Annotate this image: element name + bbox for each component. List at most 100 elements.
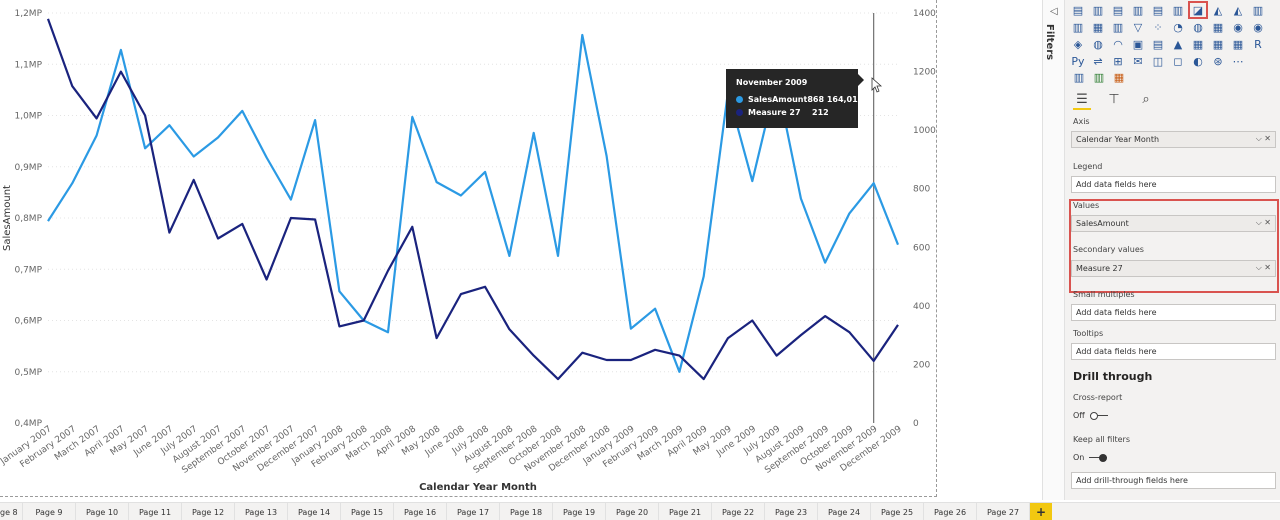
series-line-measure-27[interactable]	[46, 18, 899, 381]
power-apps-icon[interactable]: ◐	[1193, 54, 1203, 68]
legend-label: Legend	[1073, 162, 1103, 171]
stacked-column-icon[interactable]: ▥	[1092, 3, 1104, 17]
line-chart[interactable]: 0,4МР 0,5МР 0,6МР 0,7МР 0,8МР 0,9МР 1,0МР 1,1МР…	[0, 0, 940, 498]
map-icon[interactable]: ◉	[1233, 20, 1243, 34]
waterfall-icon[interactable]: ▥	[1112, 20, 1124, 34]
stacked-bar-icon[interactable]: ▤	[1072, 3, 1084, 17]
fields-tab-icon[interactable]: ☰	[1073, 92, 1091, 110]
keep-filters-toggle[interactable]: On	[1073, 453, 1108, 462]
power-automate-icon[interactable]: ⊛	[1213, 54, 1223, 68]
azure-map-icon[interactable]: ◍	[1093, 37, 1103, 51]
page-tab[interactable]: Page 24	[818, 503, 871, 520]
page-tab[interactable]: Page 25	[871, 503, 924, 520]
page-tab[interactable]: Page 16	[394, 503, 447, 520]
100-bar-icon[interactable]: ▤	[1152, 3, 1164, 17]
axis-well[interactable]: Calendar Year Month ⌵ ✕	[1071, 131, 1276, 148]
key-influencers-icon[interactable]: ⇌	[1093, 54, 1103, 68]
custom-visual-icon[interactable]: ▥	[1093, 70, 1105, 84]
secondary-values-well[interactable]: Measure 27 ⌵ ✕	[1071, 260, 1276, 277]
tooltip-row-name: SalesAmount	[748, 95, 808, 104]
small-multiples-well[interactable]: Add data fields here	[1071, 304, 1276, 321]
page-tab[interactable]: Page 22	[712, 503, 765, 520]
cross-report-label: Cross-report	[1073, 393, 1123, 402]
small-multiples-placeholder: Add data fields here	[1076, 308, 1157, 317]
100-column-icon[interactable]: ▥	[1172, 3, 1184, 17]
card-icon[interactable]: ▣	[1132, 37, 1144, 51]
line-column-icon[interactable]: ▥	[1252, 3, 1264, 17]
y2-tick-label: 200	[913, 360, 930, 370]
toggle-switch-icon[interactable]	[1089, 411, 1108, 420]
page-tab[interactable]: Page 11	[129, 503, 182, 520]
clustered-column-icon[interactable]: ▥	[1132, 3, 1144, 17]
y-tick-label: 0,5МР	[14, 368, 42, 378]
page-tab[interactable]: Page 9	[23, 503, 76, 520]
decomposition-tree-icon[interactable]: ⊞	[1113, 54, 1123, 68]
matrix-icon[interactable]: ▦	[1232, 37, 1244, 51]
y2-tick-label: 1200	[913, 68, 936, 78]
visual-type-gallery: ▤ ▥ ▤ ▥ ▤ ▥ ◪ ◭ ◭ ▥ ▥ ▦ ▥ ▽ ⁘ ◔ ◍ ▦ ◉ ◉ ◈ ◍ ◠ ▣ ▤ ▲ ▦ ▦ ▦ R Py ⇌ ⊞ ✉ ◫ ◻ ◐ ⊛ ⋯	[1070, 1, 1276, 70]
page-tab[interactable]: Page 26	[924, 503, 977, 520]
shape-map-icon[interactable]: ◈	[1073, 37, 1083, 51]
format-paint-roller-icon[interactable]: ⊤	[1108, 92, 1120, 107]
stacked-area-icon[interactable]: ◭	[1233, 3, 1243, 17]
ribbon-icon[interactable]: ▦	[1092, 20, 1104, 34]
chevron-down-close-icon[interactable]: ⌵ ✕	[1255, 134, 1271, 143]
clustered-bar-icon[interactable]: ▤	[1112, 3, 1124, 17]
page-tab[interactable]: Page 10	[76, 503, 129, 520]
x-axis-title: Calendar Year Month	[419, 482, 537, 493]
page-tab[interactable]: Page 19	[553, 503, 606, 520]
page-tab[interactable]: ge 8	[0, 503, 23, 520]
gauge-icon[interactable]: ◠	[1113, 37, 1123, 51]
add-page-button[interactable]: +	[1030, 503, 1052, 520]
multi-row-card-icon[interactable]: ▤	[1152, 37, 1164, 51]
y-tick-label: 0,4МР	[14, 419, 42, 429]
tooltip-row-salesamount: SalesAmount 868 164,01 ₽	[736, 93, 866, 106]
r-script-icon[interactable]: R	[1254, 37, 1262, 51]
y-tick-label: 1,0МР	[14, 112, 42, 122]
more-icon[interactable]: ⋯	[1232, 54, 1244, 68]
legend-well[interactable]: Add data fields here	[1071, 176, 1276, 193]
slicer-icon[interactable]: ▦	[1192, 37, 1204, 51]
qa-icon[interactable]: ✉	[1133, 54, 1143, 68]
chevron-down-close-icon[interactable]: ⌵ ✕	[1255, 218, 1271, 227]
page-tab[interactable]: Page 12	[182, 503, 235, 520]
smart-narrative-icon[interactable]: ◫	[1152, 54, 1164, 68]
tooltips-well[interactable]: Add data fields here	[1071, 343, 1276, 360]
drill-through-well[interactable]: Add drill-through fields here	[1071, 472, 1276, 489]
tooltip-row-value: 868 164,01 ₽	[807, 95, 867, 104]
table-icon[interactable]: ▦	[1212, 37, 1224, 51]
series-line-salesamount[interactable]	[47, 33, 900, 373]
page-tab[interactable]: Page 27	[977, 503, 1030, 520]
area-icon[interactable]: ◭	[1213, 3, 1223, 17]
page-tab[interactable]: Page 21	[659, 503, 712, 520]
filters-label[interactable]: Filters	[1044, 24, 1055, 61]
line-chart-icon[interactable]: ◪	[1188, 1, 1208, 19]
filled-map-icon[interactable]: ◉	[1253, 20, 1263, 34]
values-well[interactable]: SalesAmount ⌵ ✕	[1071, 215, 1276, 232]
page-tab[interactable]: Page 23	[765, 503, 818, 520]
cross-report-toggle[interactable]: Off	[1073, 411, 1108, 420]
kpi-icon[interactable]: ▲	[1173, 37, 1183, 51]
page-tab[interactable]: Page 15	[341, 503, 394, 520]
page-tab[interactable]: Page 17	[447, 503, 500, 520]
page-tab[interactable]: Page 13	[235, 503, 288, 520]
treemap-icon[interactable]: ▦	[1212, 20, 1224, 34]
paginated-icon[interactable]: ◻	[1173, 54, 1183, 68]
collapse-arrow-icon[interactable]: ◁	[1050, 6, 1058, 17]
custom-visual-icon[interactable]: ▦	[1113, 70, 1125, 84]
toggle-switch-icon[interactable]	[1089, 453, 1108, 462]
page-tab[interactable]: Page 14	[288, 503, 341, 520]
donut-icon[interactable]: ◍	[1193, 20, 1203, 34]
scatter-icon[interactable]: ⁘	[1153, 20, 1163, 34]
pie-icon[interactable]: ◔	[1173, 20, 1183, 34]
python-icon[interactable]: Py	[1071, 54, 1085, 68]
page-tab[interactable]: Page 18	[500, 503, 553, 520]
analytics-magnifier-icon[interactable]: ⌕	[1142, 92, 1150, 107]
funnel-icon[interactable]: ▽	[1133, 20, 1143, 34]
filters-pane-collapsed[interactable]: ◁ Filters	[1042, 0, 1064, 500]
chevron-down-close-icon[interactable]: ⌵ ✕	[1255, 263, 1271, 272]
page-tab[interactable]: Page 20	[606, 503, 659, 520]
custom-visual-icon[interactable]: ▥	[1073, 70, 1085, 84]
series-dot-icon	[736, 96, 743, 103]
line-clustered-column-icon[interactable]: ▥	[1072, 20, 1084, 34]
